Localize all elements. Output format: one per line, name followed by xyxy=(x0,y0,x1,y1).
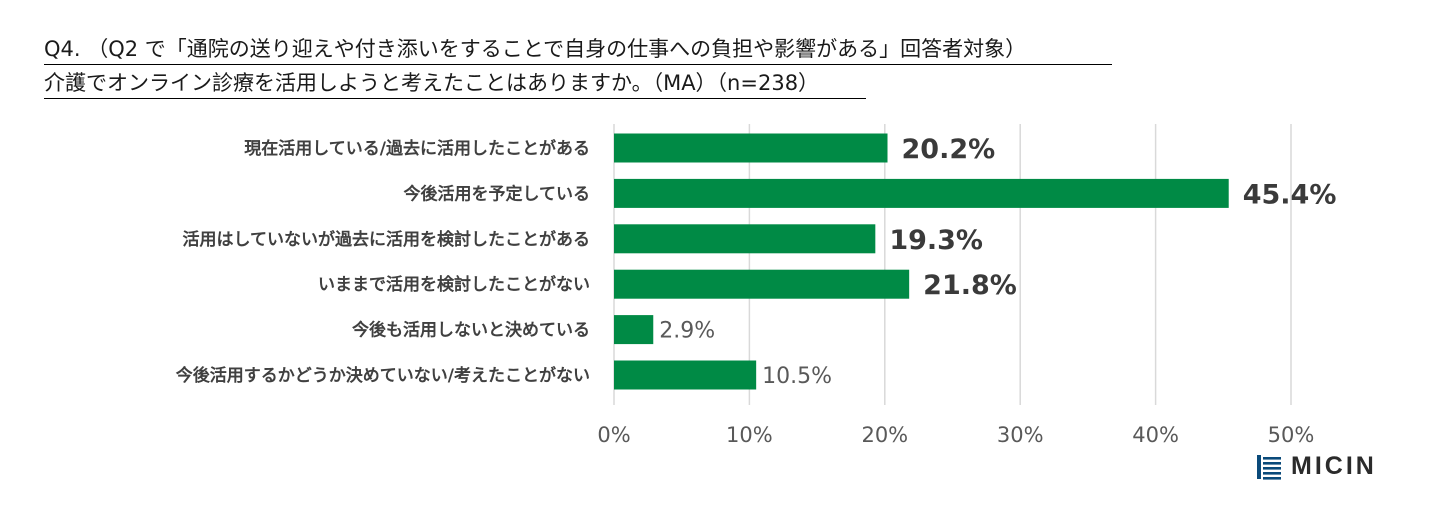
category-label: 今後も活用しないと決めている xyxy=(352,320,590,341)
value-label: 20.2% xyxy=(902,134,996,165)
bar xyxy=(614,224,876,254)
category-label: 活用はしていないが過去に活用を検討したことがある xyxy=(183,229,591,250)
bar xyxy=(614,269,910,299)
bar xyxy=(614,133,888,163)
value-label: 19.3% xyxy=(889,225,983,256)
value-label: 10.5% xyxy=(762,364,832,389)
micin-logo-text: MICIN xyxy=(1291,452,1377,480)
value-label: 45.4% xyxy=(1243,179,1337,210)
micin-logo-icon xyxy=(1257,454,1281,480)
bar xyxy=(614,360,757,390)
bar xyxy=(614,315,654,345)
category-label: 今後活用を予定している xyxy=(404,183,591,204)
chart-title-line-1: Q4. （Q2 で「通院の送り迎えや付き添いをすることで自身の仕事への負担や影響… xyxy=(44,37,1027,61)
title-underline-2 xyxy=(44,98,866,99)
x-tick-label: 0% xyxy=(597,423,630,447)
x-tick-label: 10% xyxy=(726,423,773,447)
chart-title-line-2: 介護でオンライン診療を活用しようと考えたことはありますか。（MA）（n=238） xyxy=(44,71,820,95)
bar xyxy=(614,178,1229,208)
title-underline-1 xyxy=(44,64,1112,65)
x-tick-label: 30% xyxy=(997,423,1044,447)
x-tick-label: 50% xyxy=(1268,423,1315,447)
value-label: 2.9% xyxy=(659,319,715,344)
category-label: いままで活用を検討したことがない xyxy=(318,274,590,295)
x-tick-label: 40% xyxy=(1132,423,1179,447)
value-label: 21.8% xyxy=(923,270,1017,301)
category-label: 現在活用している/過去に活用したことがある xyxy=(244,138,590,159)
category-label: 今後活用するかどうか決めていない/考えたことがない xyxy=(176,365,590,386)
micin-logo: MICIN xyxy=(1257,452,1377,481)
x-tick-label: 20% xyxy=(861,423,908,447)
